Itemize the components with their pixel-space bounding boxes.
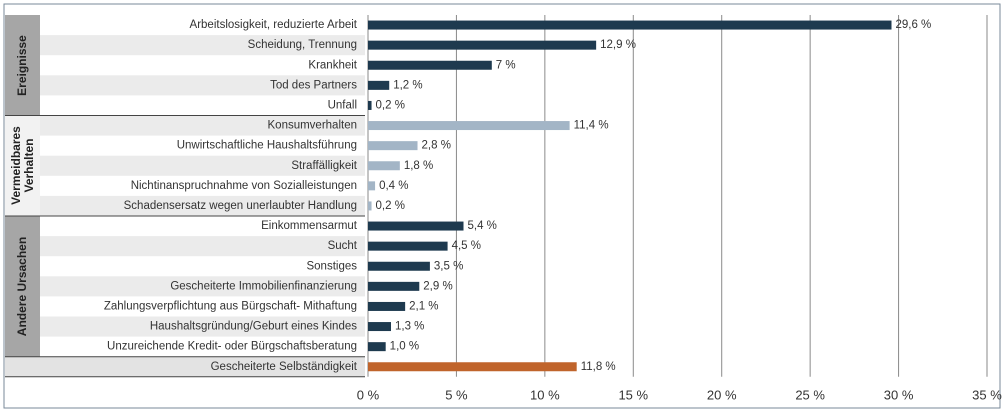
bar: [368, 281, 420, 291]
value-label: 2,9 %: [423, 280, 452, 292]
value-label: 4,5 %: [452, 240, 481, 252]
bar: [368, 121, 570, 131]
bar: [368, 161, 400, 171]
row-stripe: [40, 35, 365, 56]
x-tick-label: 35 %: [972, 387, 1002, 402]
category-label: Schadensersatz wegen unerlaubter Handlun…: [124, 200, 357, 212]
x-tick-label: 30 %: [884, 387, 914, 402]
bar: [368, 60, 492, 70]
bar: [368, 342, 386, 352]
x-tick-label: 25 %: [795, 387, 825, 402]
value-label: 3,5 %: [434, 260, 463, 272]
value-label: 0,2 %: [376, 200, 405, 212]
bar: [368, 40, 597, 50]
row-stripe: [40, 236, 365, 257]
value-label: 11,8 %: [581, 361, 616, 373]
bar: [368, 201, 372, 211]
bar: [368, 100, 372, 110]
category-label: Zahlungsverpflichtung aus Bürgschaft- Mi…: [104, 300, 357, 312]
value-label: 1,8 %: [404, 160, 433, 172]
row-stripe: [40, 316, 365, 337]
x-tick-label: 15 %: [618, 387, 648, 402]
category-label: Einkommensarmut: [261, 220, 358, 232]
group-label: Andere Ursachen: [15, 236, 29, 337]
value-label: 1,2 %: [393, 79, 422, 91]
category-label: Tod des Partners: [270, 79, 357, 91]
row-stripe: [40, 75, 365, 96]
bar: [368, 80, 390, 90]
group-bg: [5, 216, 40, 357]
category-label: Unwirtschaftliche Haushaltsführung: [177, 140, 357, 152]
category-label: Krankheit: [308, 59, 357, 71]
category-label: Nichtinanspruchnahme von Sozialleistunge…: [131, 180, 357, 192]
value-label: 1,3 %: [395, 321, 424, 333]
row-stripe: [40, 195, 365, 216]
category-label: Sonstiges: [306, 260, 357, 272]
x-tick-label: 0 %: [357, 387, 380, 402]
bar: [368, 301, 406, 311]
group-bg: [5, 115, 40, 216]
x-tick-label: 10 %: [530, 387, 560, 402]
category-label: Konsumverhalten: [268, 120, 358, 132]
group-bg: [5, 15, 40, 116]
x-tick-label: 20 %: [707, 387, 737, 402]
category-label: Sucht: [328, 240, 358, 252]
category-label: Unzureichende Kredit- oder Bürgschaftsbe…: [107, 341, 357, 353]
bar: [368, 20, 892, 30]
category-label: Haushaltsgründung/Geburt eines Kindes: [150, 321, 357, 333]
row-stripe: [40, 276, 365, 297]
value-label: 11,4 %: [574, 120, 609, 132]
category-label: Unfall: [328, 99, 357, 111]
value-label: 2,1 %: [409, 300, 438, 312]
category-label: Scheidung, Trennung: [248, 39, 357, 51]
value-label: 7 %: [496, 59, 516, 71]
bar: [368, 261, 430, 271]
bar: [368, 322, 391, 332]
category-label: Straffälligkeit: [291, 160, 357, 172]
bar: [368, 181, 376, 191]
row-stripe: [40, 115, 365, 136]
category-label: Arbeitslosigkeit, reduzierte Arbeit: [190, 19, 358, 31]
category-label: Gescheiterte Selbständigkeit: [211, 361, 358, 373]
row-stripe: [40, 155, 365, 176]
row-bg: [5, 356, 365, 377]
value-label: 12,9 %: [600, 39, 636, 51]
value-label: 2,8 %: [422, 140, 451, 152]
value-label: 0,2 %: [376, 99, 405, 111]
value-label: 0,4 %: [379, 180, 408, 192]
frame: [3, 3, 1001, 409]
bar: [368, 241, 448, 251]
value-label: 29,6 %: [895, 19, 931, 31]
category-label: Gescheiterte Immobilienfinanzierung: [170, 280, 357, 292]
bar: [368, 141, 418, 151]
bar: [368, 221, 464, 231]
x-tick-label: 5 %: [445, 387, 468, 402]
group-label: Vermeidbares Verhalten: [8, 126, 36, 206]
group-label: Ereignisse: [15, 34, 29, 96]
value-label: 1,0 %: [390, 341, 419, 353]
bar: [368, 362, 577, 372]
value-label: 5,4 %: [468, 220, 497, 232]
